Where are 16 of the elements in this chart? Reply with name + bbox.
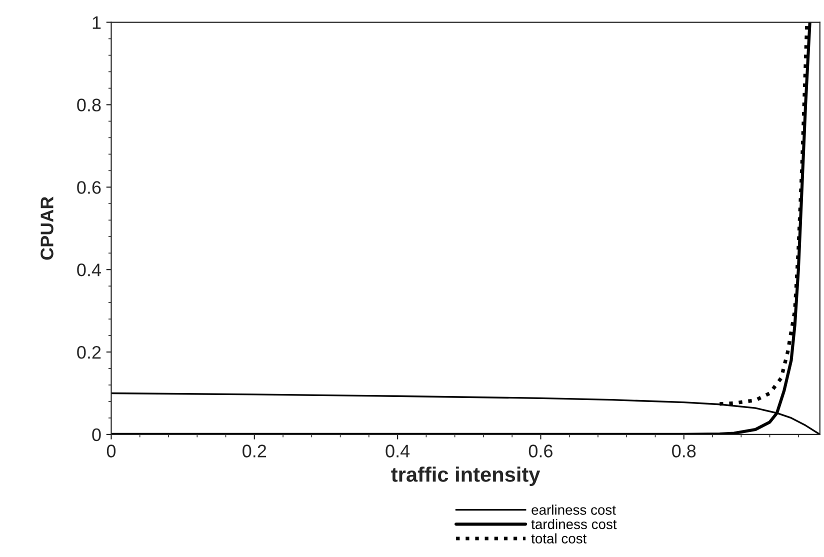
x-tick-label: 0.6 xyxy=(528,444,552,458)
x-tick-label: 0 xyxy=(106,444,116,458)
y-tick-label: 1 xyxy=(92,16,101,29)
legend-label: tardiness cost xyxy=(531,518,617,530)
x-axis-title: traffic intensity xyxy=(391,466,540,486)
y-tick-label: 0.6 xyxy=(77,181,101,194)
y-tick-label: 0.4 xyxy=(77,264,101,276)
x-tick-label: 0.4 xyxy=(386,444,410,458)
legend-label: total cost xyxy=(531,533,587,544)
legend-label: earliness cost xyxy=(532,504,616,515)
y-axis-title: CPUAR xyxy=(40,196,54,260)
y-tick-label: 0.8 xyxy=(77,98,101,112)
y-tick-label: 0.2 xyxy=(77,346,101,359)
x-tick-label: 0.2 xyxy=(242,444,266,458)
y-tick-label: 0 xyxy=(92,428,101,442)
x-tick-label: 0.8 xyxy=(672,444,696,458)
